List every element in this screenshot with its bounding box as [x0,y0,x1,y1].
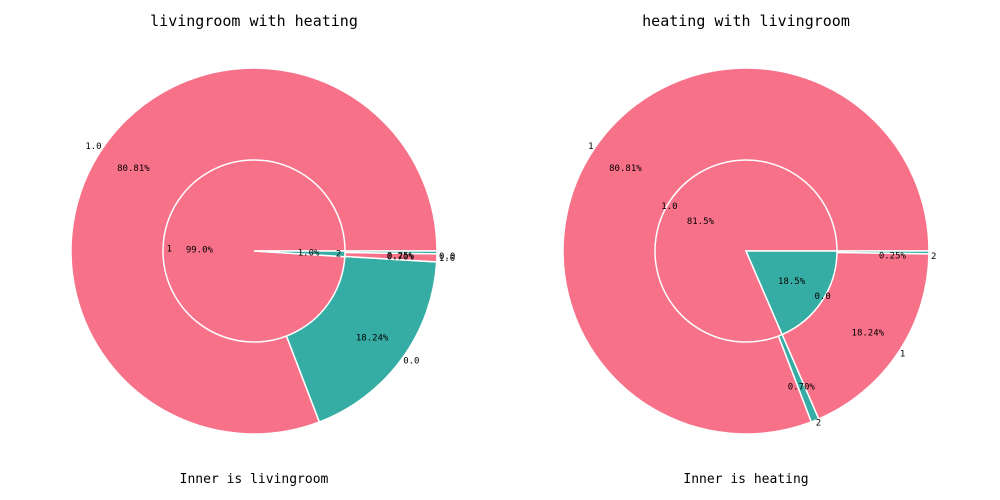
inner-slice-1 [253,250,346,258]
chart-title: livingroom with heating [150,12,358,30]
outer-pct-label: 80.81% [117,164,150,174]
inner-category-label: 2 [336,250,341,260]
chart-heating-with-livingroom: heating with livingroom Inner is heating… [562,12,936,487]
outer-slice-0 [562,67,930,435]
inner-pct-label: 81.5% [687,217,715,227]
outer-category-label: 1.0 [85,142,101,152]
outer-pct-label: 80.81% [609,164,642,174]
inner-pct-label: 1.0% [298,249,320,259]
outer-pct-label: 0.25% [387,252,415,262]
outer-category-label: 1.0 [439,254,455,264]
chart-livingroom-with-heating: livingroom with heating Inner is livingr… [70,12,455,487]
outer-category-label: 2 [931,252,936,262]
outer-pct-label: 0.25% [879,252,907,262]
labels: 80.81% 1.0 18.24% 0.0 0.70% 1.0 0.25% 0.0 99.0% 1… [85,142,455,366]
outer-pct-label: 18.24% [356,334,389,344]
outer-pct-label: 0.70% [387,253,415,263]
outer-category-label: 0.0 [439,252,455,262]
inner-category-label: 1.0 [661,202,677,212]
outer-category-label: 0.0 [403,356,419,366]
chart-caption: Inner is heating [683,472,808,487]
inner-ring [162,159,346,343]
outer-category-label: 1 [588,142,593,152]
inner-pct-label: 18.5% [778,277,806,287]
labels: 80.81% 1 0.70% 2 18.24% 1 0.25% 2 81.5% 1.0 18.5% 0… [588,142,936,428]
outer-slice-0 [70,67,438,435]
inner-ring [654,159,838,343]
outer-pct-label: 0.70% [788,383,816,393]
inner-category-label: 1 [167,244,172,254]
outer-pct-label: 18.24% [852,328,885,338]
inner-pct-label: 99.0% [186,245,214,255]
outer-category-label: 2 [816,418,821,428]
outer-category-label: 1 [900,350,905,360]
chart-caption: Inner is livingroom [180,472,329,487]
inner-slice-1 [744,250,838,336]
chart-title: heating with livingroom [642,12,850,30]
inner-category-label: 0.0 [815,292,831,302]
